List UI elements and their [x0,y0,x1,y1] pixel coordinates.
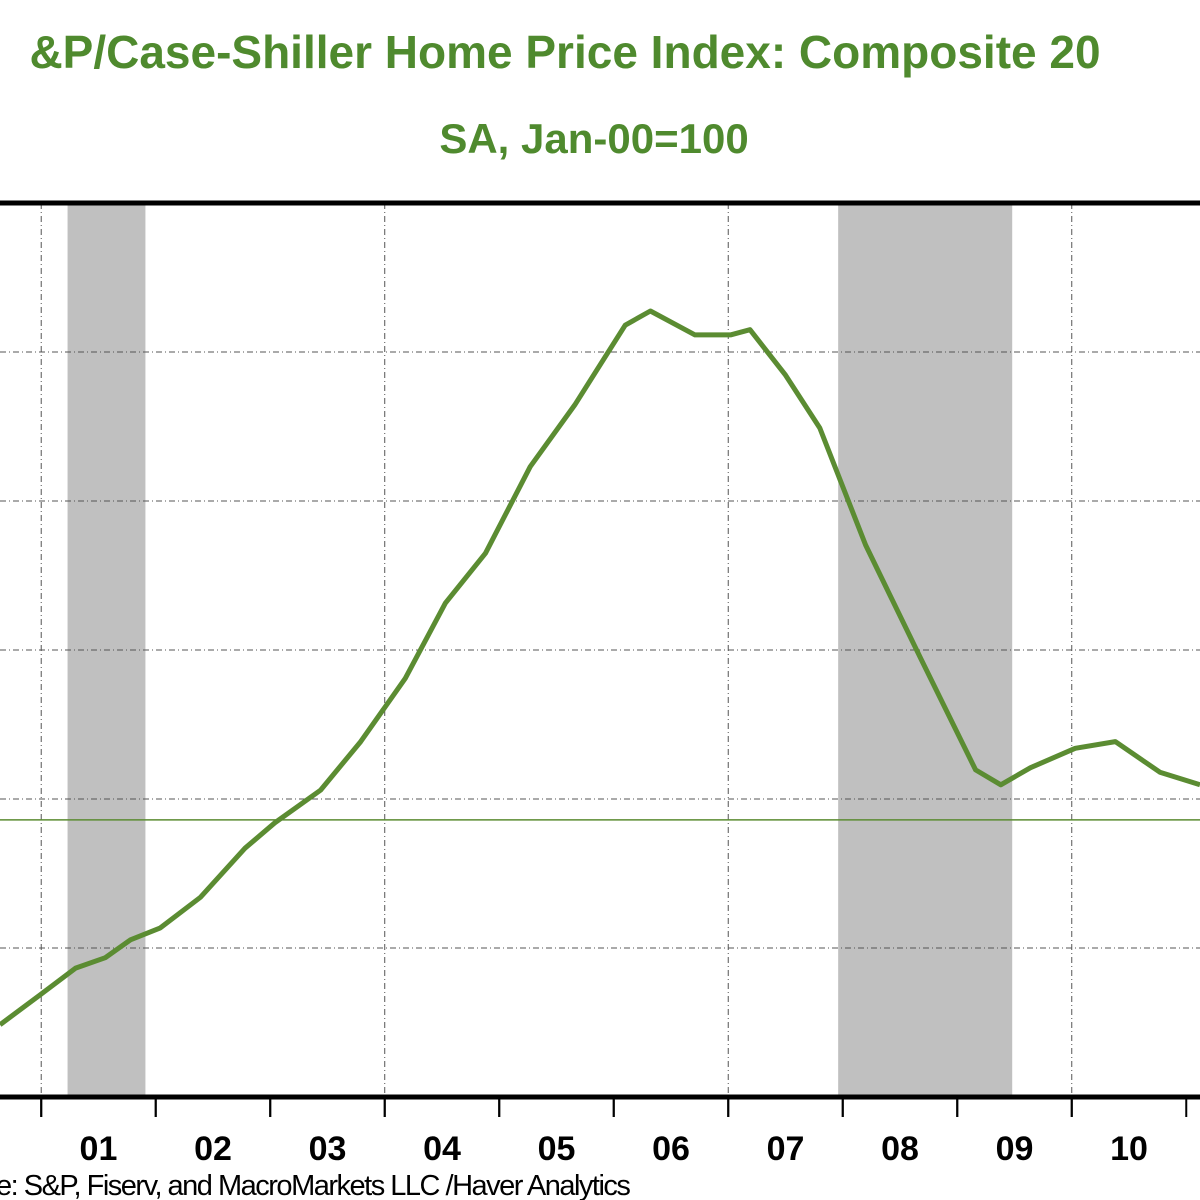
source-note: e: S&P, Fiserv, and MacroMarkets LLC /Ha… [0,1170,630,1200]
x-tick-label: 01 [80,1130,118,1168]
x-tick-label: 10 [1110,1130,1148,1168]
x-tick-label: 06 [652,1130,690,1168]
x-tick-label: 07 [767,1130,805,1168]
x-tick-label: 04 [423,1130,461,1168]
chart-title: &P/Case-Shiller Home Price Index: Compos… [29,26,1100,78]
x-tick-label: 09 [996,1130,1034,1168]
x-tick-label: 02 [194,1130,232,1168]
x-tick-label: 08 [881,1130,919,1168]
series-line [0,308,1200,1027]
x-tick-label: 05 [538,1130,576,1168]
x-tick-label: 03 [309,1130,347,1168]
chart-subtitle: SA, Jan-00=100 [439,115,748,162]
